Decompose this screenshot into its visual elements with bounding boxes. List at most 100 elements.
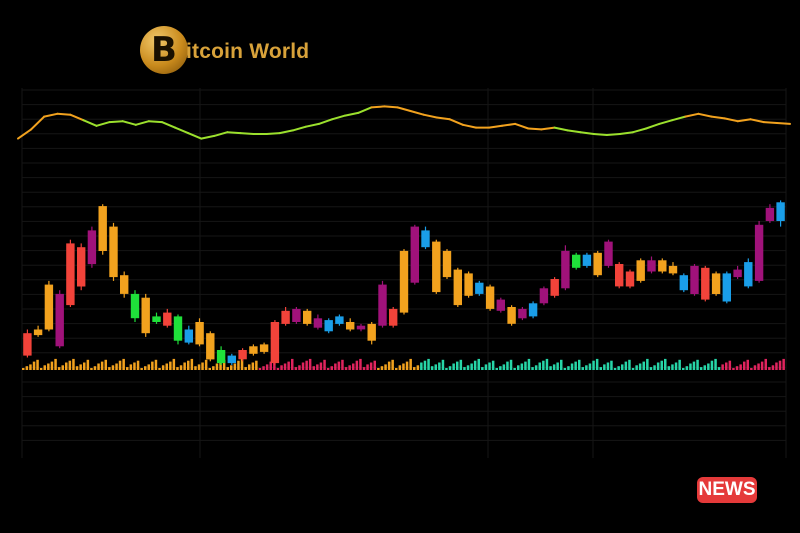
volume-bar: [599, 367, 602, 370]
volume-bar: [549, 366, 552, 370]
volume-bar: [377, 368, 380, 370]
volume-bar: [491, 360, 495, 370]
candle-body: [109, 226, 118, 278]
indicator-line-segment: [134, 120, 150, 126]
volume-bar: [466, 365, 470, 370]
volume-bar: [689, 363, 692, 370]
indicator-line-segment: [56, 112, 72, 116]
candle-body: [249, 346, 258, 354]
volume-bar: [621, 364, 624, 370]
volume-bar: [699, 367, 703, 370]
volume-bar: [323, 359, 326, 370]
candle-body: [496, 299, 505, 311]
volume-bar: [567, 366, 570, 370]
volume-bar: [463, 367, 466, 370]
indicator-line-segment: [69, 113, 85, 122]
volume-bar: [373, 360, 376, 370]
volume-bar: [416, 365, 420, 370]
candle-body: [66, 243, 75, 306]
volume-bar: [43, 365, 46, 370]
volume-bar: [201, 362, 204, 370]
volume-bar: [291, 358, 294, 370]
candle-body: [313, 318, 323, 328]
volume-bar: [420, 362, 423, 370]
volume-bar: [714, 358, 717, 370]
indicator-line-segment: [383, 105, 399, 109]
volume-bar: [610, 360, 613, 370]
candle-body: [647, 260, 656, 272]
candle-body: [216, 350, 226, 364]
candle-body: [184, 329, 193, 343]
candle-body: [259, 344, 269, 352]
volume-bar: [560, 359, 563, 370]
indicator-line-segment: [43, 112, 59, 118]
candle-body: [173, 316, 183, 341]
indicator-line-segment: [121, 120, 137, 126]
volume-bar: [556, 362, 559, 370]
volume-bar: [696, 359, 699, 370]
indicator-line-segment: [501, 122, 517, 127]
volume-bar: [72, 358, 75, 370]
volume-bar: [782, 358, 785, 370]
volume-bar: [592, 360, 595, 370]
volume-bar: [151, 361, 154, 370]
volume-bar: [413, 367, 416, 370]
volume-bar: [144, 366, 147, 370]
volume-bar: [764, 358, 767, 370]
candle-body: [539, 288, 549, 304]
candle-body: [410, 226, 419, 283]
volume-bar: [301, 362, 305, 370]
candle-body: [421, 230, 430, 248]
indicator-line-segment: [632, 127, 648, 134]
indicator-line-segment: [592, 133, 608, 136]
volume-bar: [646, 358, 649, 370]
volume-bar: [477, 358, 480, 370]
volume-bar: [387, 361, 391, 370]
volume-bar: [685, 366, 689, 370]
volume-bar: [90, 368, 93, 370]
volume-bar: [771, 365, 775, 370]
volume-bar: [208, 368, 211, 370]
indicator-line-segment: [239, 132, 255, 135]
volume-bar: [509, 359, 513, 370]
candle-body: [206, 333, 215, 360]
volume-bar: [502, 364, 506, 370]
candle-body: [303, 310, 312, 324]
volume-bar: [520, 363, 524, 370]
volume-bar: [606, 362, 610, 370]
indicator-line-segment: [697, 112, 713, 118]
volume-bar: [617, 366, 620, 370]
volume-bar: [352, 363, 355, 370]
volume-bar: [427, 358, 430, 370]
indicator-line-segment: [605, 133, 621, 136]
indicator-line-segment: [226, 131, 242, 135]
volume-bar: [459, 359, 463, 370]
indicator-line-segment: [317, 118, 333, 125]
volume-bar: [334, 363, 337, 370]
volume-bar: [448, 366, 452, 370]
volume-bar: [366, 364, 369, 370]
volume-bar: [441, 359, 445, 370]
volume-bar: [674, 362, 678, 370]
candle-body: [744, 262, 753, 287]
volume-bar: [778, 360, 782, 370]
volume-bar: [438, 362, 441, 370]
volume-bar: [506, 361, 509, 370]
volume-bar: [190, 358, 194, 370]
indicator-line-segment: [95, 121, 111, 127]
indicator-line-segment: [671, 115, 687, 122]
candle-body: [442, 250, 452, 278]
volume-bar: [653, 365, 656, 370]
volume-bar: [283, 363, 287, 370]
volume-bar: [578, 359, 581, 370]
volume-bar: [595, 358, 599, 370]
volume-bar: [513, 368, 516, 370]
candle-body: [636, 260, 645, 281]
volume-bar: [538, 362, 541, 370]
volume-bar: [434, 364, 437, 370]
candle-body: [152, 316, 161, 322]
candle-body: [356, 325, 366, 330]
indicator-line-segment: [147, 120, 163, 124]
candle-body: [701, 267, 710, 300]
candle-body: [485, 286, 495, 309]
